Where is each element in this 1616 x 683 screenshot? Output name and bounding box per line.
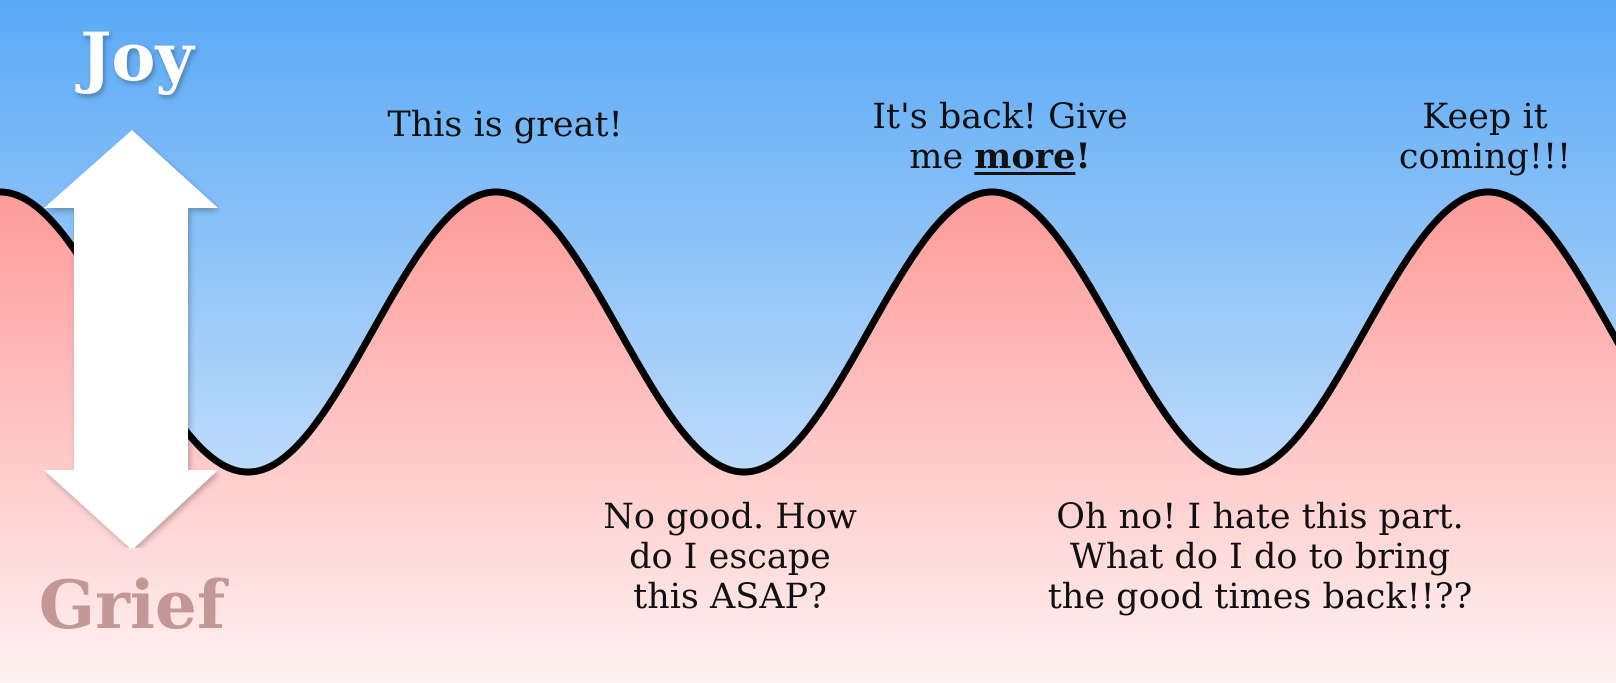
- annotation-peak-2-line1: It's back! Give: [872, 97, 1128, 137]
- annotation-trough-3: Oh no! I hate this part. What do I do to…: [1047, 497, 1473, 617]
- annotation-peak-3: Keep it coming!!!: [1398, 97, 1572, 177]
- grief-label: Grief: [38, 566, 226, 644]
- annotation-peak-2-line2: me more!: [815, 136, 1185, 178]
- annotation-peak-2-emphasis: more: [974, 136, 1076, 177]
- annotation-peak-2-prefix: me: [909, 137, 975, 177]
- double-vertical-arrow-icon: [44, 130, 218, 548]
- annotation-peak-2-suffix: !: [1075, 136, 1091, 177]
- annotation-trough-2: No good. How do I escape this ASAP?: [603, 497, 857, 617]
- joy-label: Joy: [80, 18, 194, 96]
- emotion-area-fill: [0, 192, 1616, 683]
- annotation-peak-2: It's back! Give me more!: [815, 97, 1185, 177]
- annotation-peak-1: This is great!: [387, 105, 623, 145]
- emotion-wave-curve: [0, 188, 1616, 476]
